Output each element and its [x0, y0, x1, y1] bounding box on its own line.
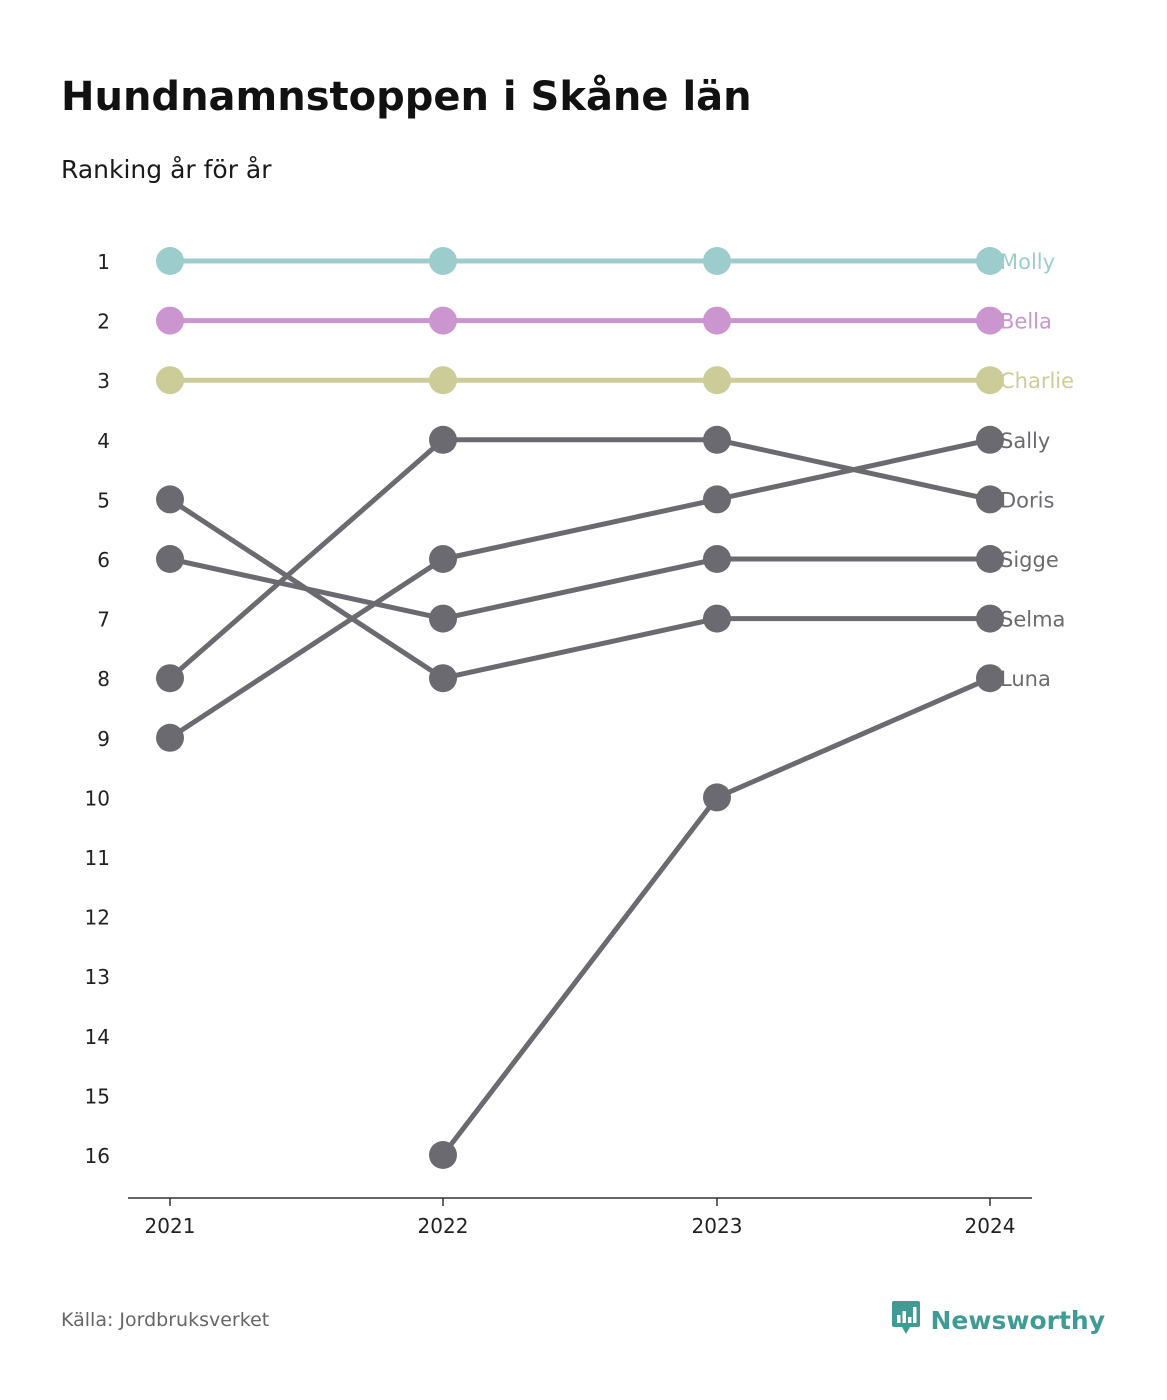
- data-point-bella: [703, 306, 731, 335]
- y-tick-label: 7: [97, 608, 110, 632]
- brand-logo[interactable]: Newsworthy: [891, 1300, 1106, 1340]
- data-point-sally: [156, 723, 184, 752]
- y-tick-label: 14: [85, 1025, 110, 1049]
- bar-chart-speech-bubble-icon: [891, 1300, 921, 1340]
- y-tick-label: 1: [97, 250, 110, 274]
- source-note: Källa: Jordbruksverket: [61, 1309, 270, 1331]
- data-point-charlie: [429, 366, 457, 395]
- data-point-sally: [429, 545, 457, 573]
- chart-subtitle: Ranking år för år: [61, 155, 272, 184]
- data-point-charlie: [703, 366, 731, 395]
- data-point-luna: [429, 604, 457, 633]
- chart-title: Hundnamnstoppen i Skåne län: [61, 74, 752, 120]
- data-point-molly: [976, 247, 1004, 275]
- series-label: Sigge: [1000, 548, 1059, 572]
- y-tick-label: 6: [97, 548, 110, 572]
- x-tick-label: 2021: [145, 1214, 196, 1238]
- y-tick-label: 10: [85, 786, 110, 810]
- series-label: Selma: [1000, 608, 1065, 632]
- series-label: Charlie: [1000, 369, 1074, 393]
- data-point-sigge: [976, 664, 1004, 693]
- data-point-selma: [429, 664, 457, 693]
- series-line-sigge: [440, 675, 993, 1158]
- data-point-doris: [429, 425, 457, 454]
- series-label: Doris: [1000, 488, 1054, 512]
- data-point-doris: [156, 664, 184, 693]
- data-point-sigge: [703, 783, 731, 812]
- y-tick-label: 3: [97, 369, 110, 393]
- series-line-doris: [167, 437, 993, 681]
- data-point-selma: [156, 485, 184, 514]
- data-point-sigge: [429, 1141, 457, 1169]
- data-point-sally: [703, 485, 731, 514]
- data-point-doris: [703, 425, 731, 454]
- x-tick-label: 2024: [965, 1214, 1016, 1238]
- series-line-luna: [167, 556, 993, 622]
- y-tick-label: 5: [97, 488, 110, 512]
- series-label: Bella: [1000, 310, 1052, 334]
- data-point-luna: [156, 545, 184, 573]
- data-point-luna: [703, 545, 731, 573]
- series-label: Luna: [1000, 667, 1051, 691]
- data-point-selma: [703, 604, 731, 633]
- data-point-bella: [429, 306, 457, 335]
- x-tick-label: 2023: [692, 1214, 743, 1238]
- data-point-bella: [976, 306, 1004, 335]
- y-tick-label: 15: [85, 1084, 110, 1108]
- series-label: Molly: [1000, 250, 1055, 274]
- data-point-bella: [156, 306, 184, 335]
- data-point-molly: [156, 247, 184, 275]
- y-tick-label: 8: [97, 667, 110, 691]
- y-tick-label: 9: [97, 727, 110, 751]
- data-point-molly: [703, 247, 731, 275]
- data-point-charlie: [976, 366, 1004, 395]
- x-tick-label: 2022: [418, 1214, 469, 1238]
- data-point-selma: [976, 604, 1004, 633]
- data-point-charlie: [156, 366, 184, 395]
- y-tick-label: 11: [85, 846, 110, 870]
- series-label: Sally: [1000, 429, 1050, 453]
- y-tick-label: 16: [85, 1144, 110, 1168]
- data-point-sally: [976, 425, 1004, 454]
- y-tick-label: 12: [85, 906, 110, 930]
- data-point-luna: [976, 545, 1004, 573]
- data-point-doris: [976, 485, 1004, 514]
- data-point-molly: [429, 247, 457, 275]
- brand-name: Newsworthy: [930, 1305, 1106, 1335]
- y-tick-label: 2: [97, 310, 110, 334]
- y-tick-label: 4: [97, 429, 110, 453]
- y-tick-label: 13: [85, 965, 110, 989]
